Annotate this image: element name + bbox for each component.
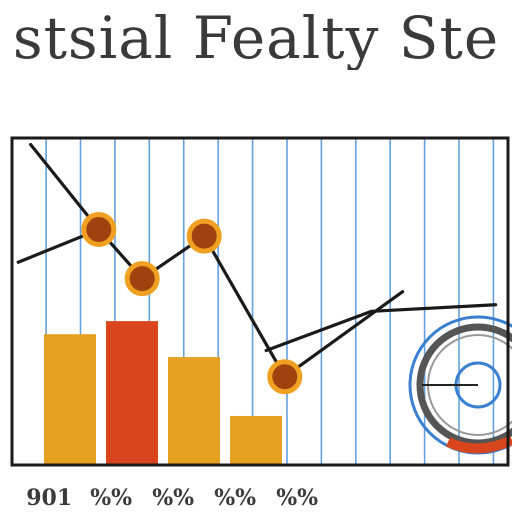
bar	[168, 357, 220, 465]
data-marker	[186, 218, 222, 254]
data-marker	[81, 212, 117, 248]
x-tick-label: %%	[152, 485, 194, 511]
data-marker	[124, 261, 160, 297]
x-tick-label: 901	[26, 485, 72, 511]
tick-labels: 901%%%%%%%%	[26, 485, 318, 511]
line-series-3	[264, 303, 498, 353]
gauge-dark-ring	[416, 323, 512, 447]
bars	[44, 321, 282, 465]
data-marker	[267, 359, 303, 395]
chart-title: stsial Fealty Ste	[12, 6, 500, 70]
x-tick-label: %%	[90, 485, 132, 511]
gauge-red-arc	[445, 435, 512, 454]
x-tick-label: %%	[214, 485, 256, 511]
x-tick-label: %%	[276, 485, 318, 511]
bar	[106, 321, 158, 465]
markers	[81, 212, 303, 395]
line-series-1	[29, 142, 405, 379]
bar	[230, 415, 282, 465]
bar	[44, 334, 96, 465]
gauge-icon	[408, 315, 512, 455]
plot-frame	[10, 136, 510, 467]
